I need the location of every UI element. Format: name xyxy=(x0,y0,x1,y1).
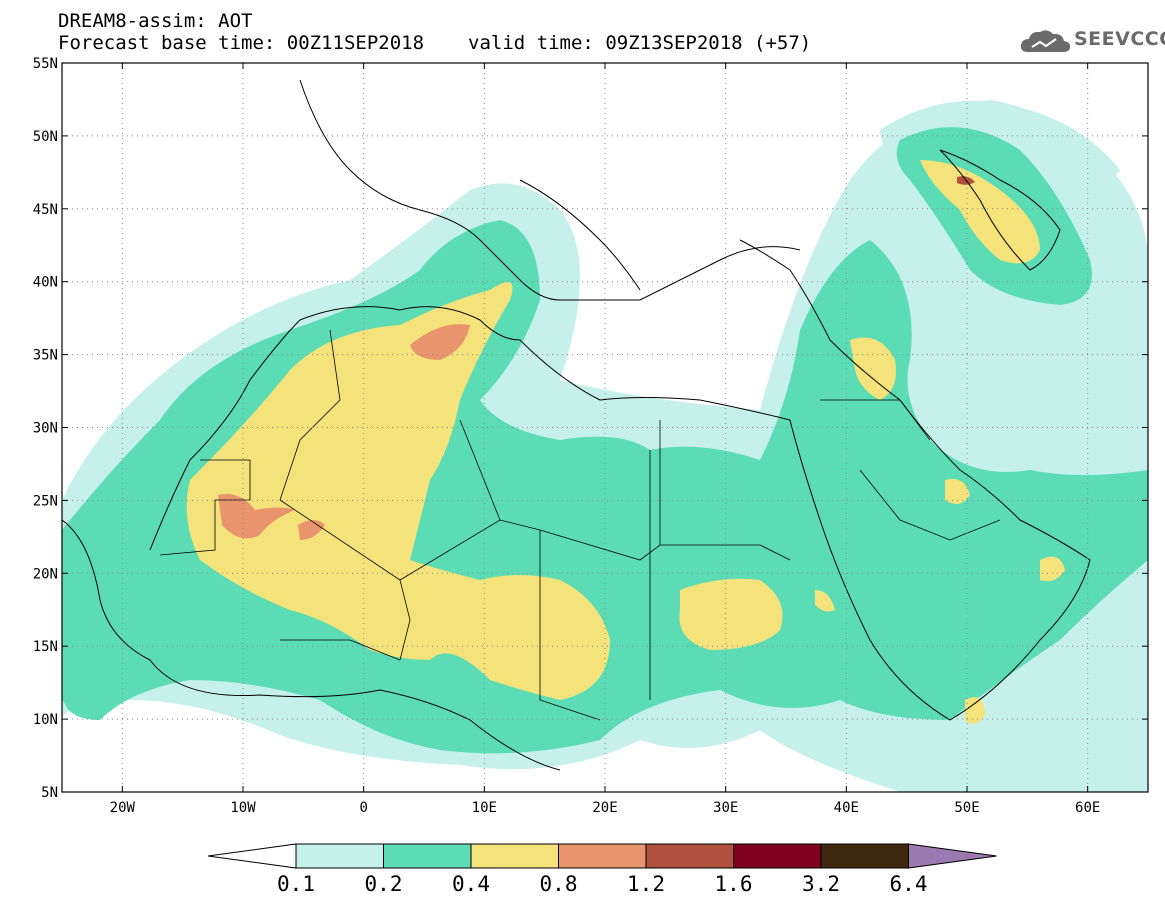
colorbar-label: 0.8 xyxy=(540,872,578,896)
lon-tick-label: 10W xyxy=(230,800,256,816)
lon-tick-label: 40E xyxy=(834,800,859,816)
colorbar-box xyxy=(470,843,559,869)
lat-tick-label: 10N xyxy=(33,712,58,728)
cloud-icon xyxy=(1020,30,1071,52)
colorbar: 0.1 0.2 0.4 0.8 1.2 1.6 3.2 6.4 xyxy=(207,843,997,896)
lat-tick-label: 30N xyxy=(33,421,58,437)
colorbar-low-triangle xyxy=(207,843,297,869)
country-borders xyxy=(159,329,1001,721)
lon-tick-label: 60E xyxy=(1075,800,1100,816)
logo-text: SEEVCCC xyxy=(1074,28,1165,50)
colorbar-label: 6.4 xyxy=(890,872,928,896)
lat-tick-label: 35N xyxy=(33,348,58,364)
colorbar-box xyxy=(558,843,647,869)
colorbar-label: 0.1 xyxy=(277,872,315,896)
lon-tick-label: 30E xyxy=(713,800,738,816)
base-time: Forecast base time: 00Z11SEP2018 xyxy=(58,32,425,54)
valid-time: valid time: 09Z13SEP2018 (+57) xyxy=(468,32,812,54)
colorbar-label: 1.2 xyxy=(627,872,665,896)
lat-tick-label: 15N xyxy=(33,639,58,655)
seevccc-logo: SEEVCCC xyxy=(1018,26,1165,56)
colorbar-box xyxy=(733,843,822,869)
coastlines xyxy=(62,79,1091,771)
aot-level-0.4 xyxy=(186,160,1065,724)
colorbar-label: 3.2 xyxy=(802,872,840,896)
aot-field xyxy=(62,79,1148,792)
colorbar-box xyxy=(645,843,734,869)
lon-tick-label: 10E xyxy=(472,800,497,816)
lat-tick-label: 5N xyxy=(41,785,58,801)
colorbar-label: 1.6 xyxy=(715,872,753,896)
lon-tick-label: 50E xyxy=(954,800,979,816)
colorbar-label: 0.2 xyxy=(365,872,403,896)
lon-tick-label: 20W xyxy=(110,800,136,816)
lat-tick-label: 25N xyxy=(33,493,58,509)
aot-level-0.8 xyxy=(218,324,470,540)
colorbar-box xyxy=(383,843,472,869)
lat-tick-label: 40N xyxy=(33,275,58,291)
colorbar-box xyxy=(295,843,384,869)
lat-axis: 55N 50N 45N 40N 35N 30N 25N 20N 15N 10N 5N xyxy=(33,56,1148,801)
colorbar-high-triangle xyxy=(908,843,997,869)
colorbar-label: 0.4 xyxy=(452,872,490,896)
time-info: Forecast base time: 00Z11SEP2018 valid ti… xyxy=(58,32,811,54)
lon-tick-label: 0 xyxy=(359,800,367,816)
lon-tick-label: 20E xyxy=(592,800,617,816)
gridlines xyxy=(62,63,1148,792)
lon-axis: 20W 10W 0 10E 20E 30E 40E 50E 60E xyxy=(110,63,1100,816)
lat-tick-label: 20N xyxy=(33,566,58,582)
title-text: DREAM8-assim: AOT xyxy=(58,10,253,32)
lat-tick-label: 45N xyxy=(33,202,58,218)
lat-tick-label: 55N xyxy=(33,56,58,72)
lat-tick-label: 50N xyxy=(33,129,58,145)
map-title: DREAM8-assim: AOT xyxy=(58,10,252,32)
colorbar-box xyxy=(820,843,909,869)
